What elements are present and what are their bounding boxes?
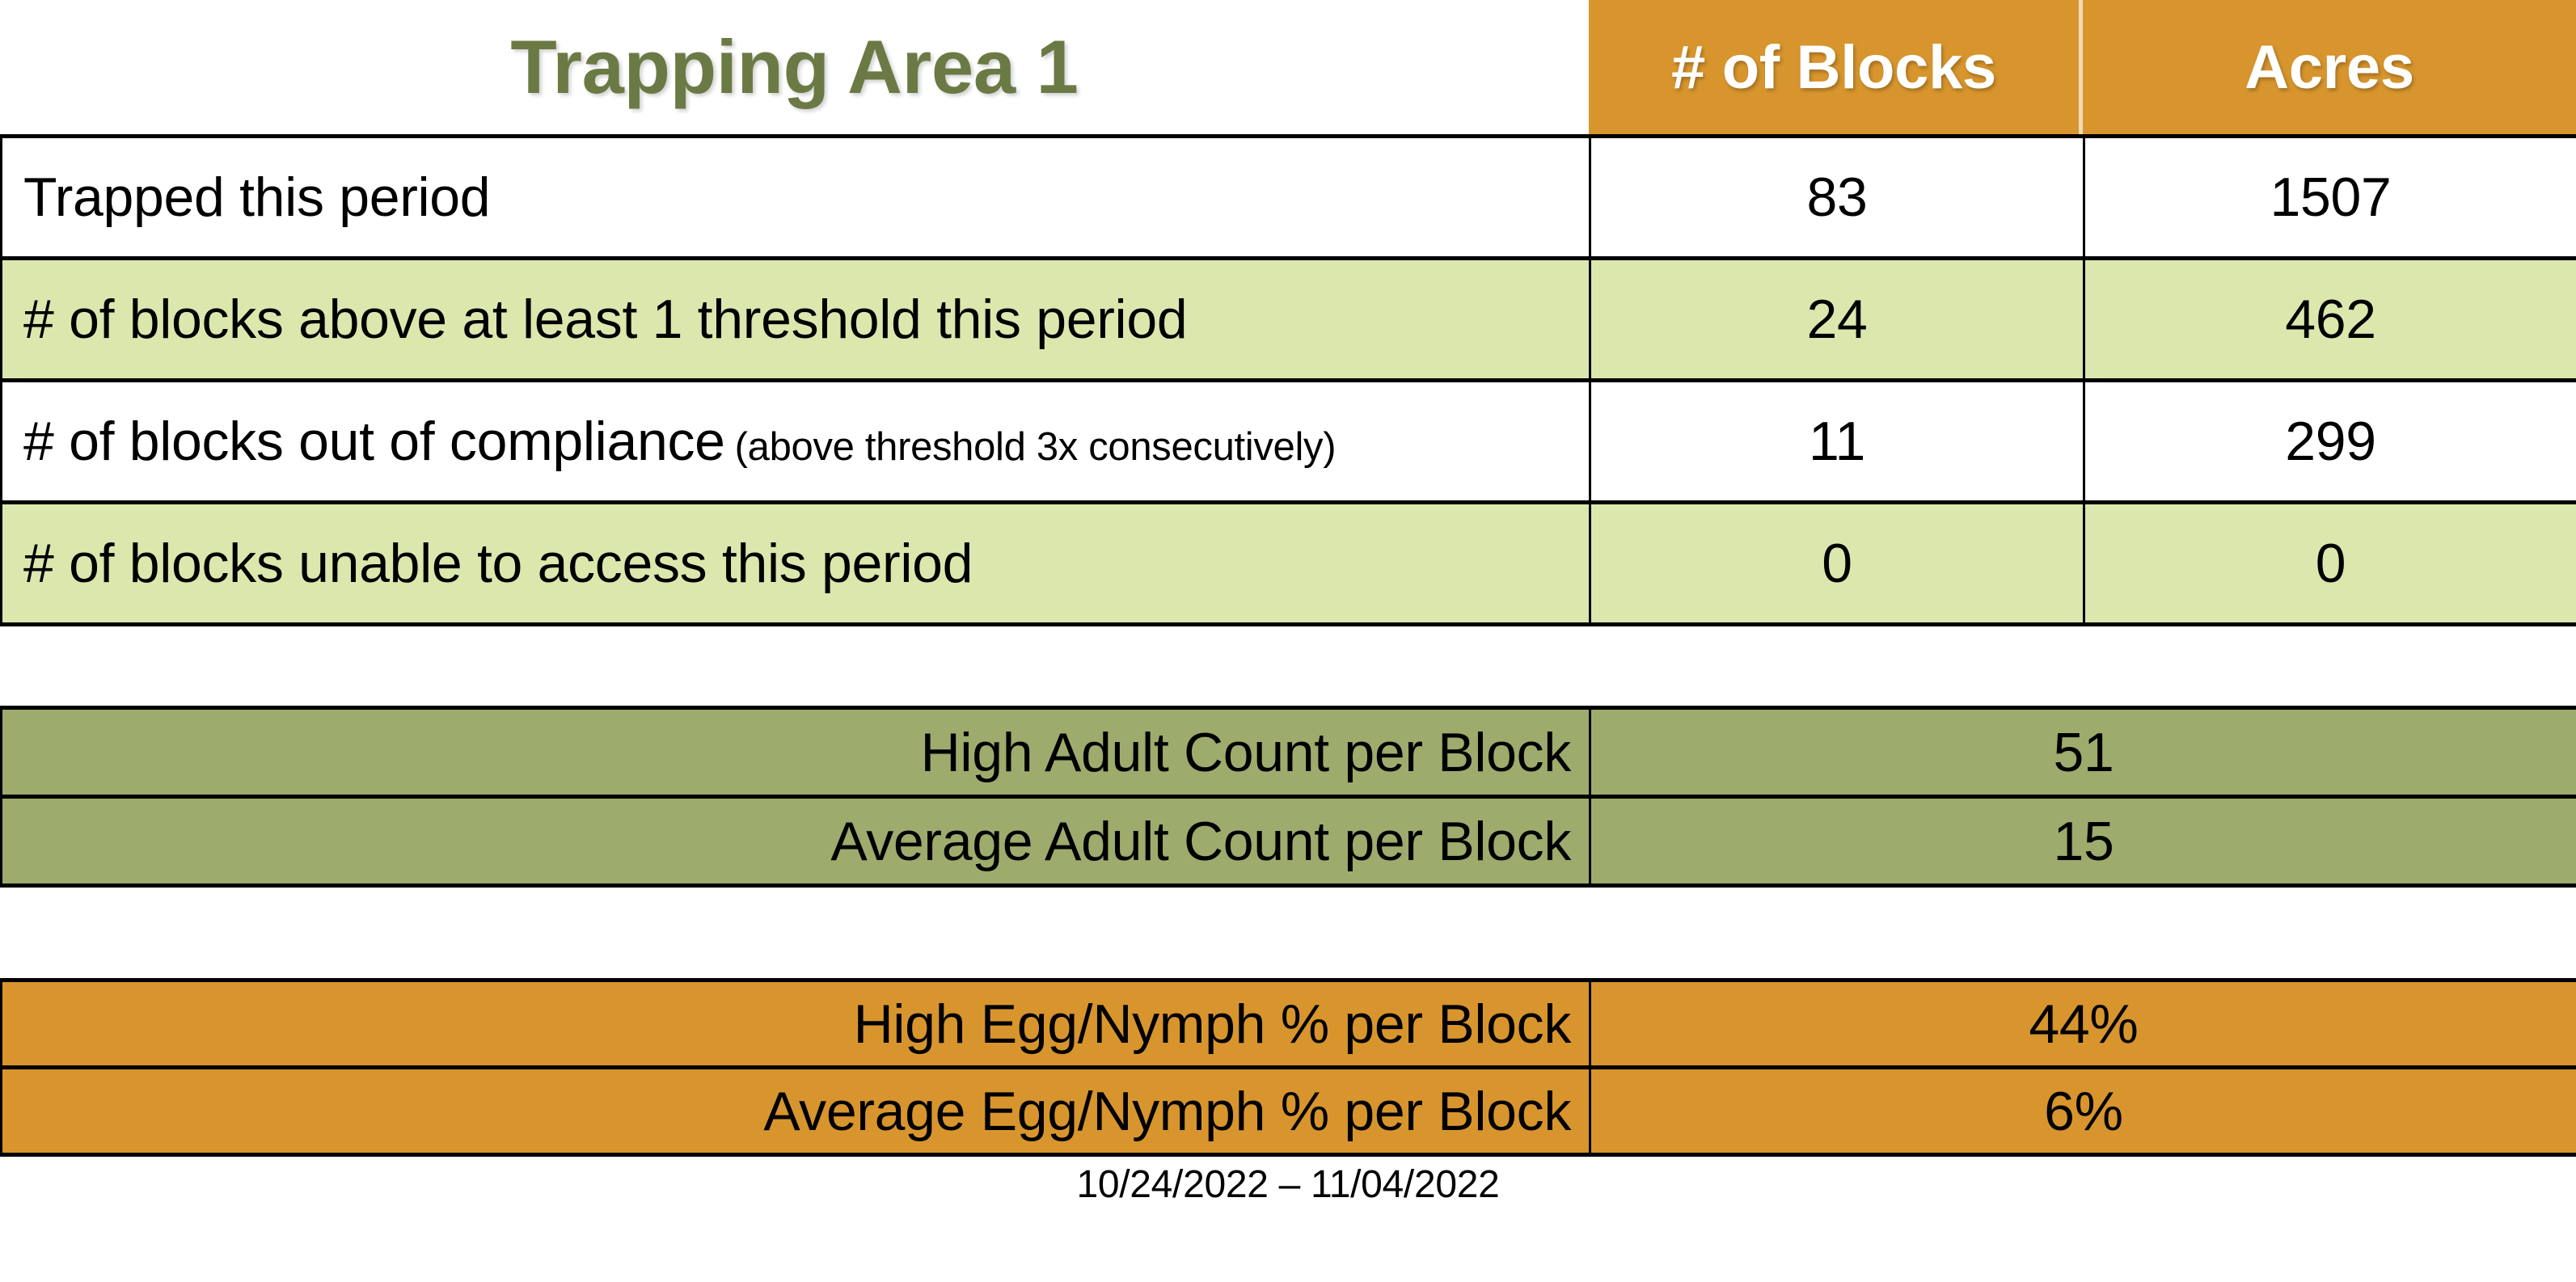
- row-label: # of blocks unable to access this period: [0, 500, 1591, 626]
- column-header-blocks: # of Blocks: [1589, 0, 2083, 134]
- cell-blocks: 83: [1589, 134, 2085, 260]
- table-row: Average Adult Count per Block 15: [0, 795, 2576, 888]
- page-title: Trapping Area 1: [510, 24, 1079, 109]
- row-label: # of blocks out of compliance (above thre…: [0, 378, 1591, 504]
- table-row: # of blocks above at least 1 threshold t…: [0, 256, 2576, 382]
- adult-row-label: Average Adult Count per Block: [0, 795, 1591, 888]
- table-row: Average Egg/Nymph % per Block 6%: [0, 1065, 2576, 1157]
- table-row: High Egg/Nymph % per Block 44%: [0, 978, 2576, 1069]
- row-label-text: # of blocks unable to access this period: [23, 533, 973, 594]
- adult-row-label: High Adult Count per Block: [0, 706, 1591, 799]
- cell-blocks: 11: [1589, 378, 2085, 504]
- egg-row-value: 44%: [1589, 978, 2576, 1069]
- adult-row-value: 15: [1589, 795, 2576, 888]
- row-label: Trapped this period: [0, 134, 1591, 260]
- table-row: High Adult Count per Block 51: [0, 706, 2576, 799]
- row-label-text: # of blocks out of compliance: [23, 411, 725, 472]
- egg-nymph-table: High Egg/Nymph % per Block 44% Average E…: [0, 978, 2576, 1157]
- column-header-acres: Acres: [2083, 0, 2576, 134]
- date-range: 10/24/2022 – 11/04/2022: [1076, 1163, 1500, 1206]
- row-label-text: Trapped this period: [23, 167, 491, 228]
- cell-acres: 1507: [2083, 134, 2576, 260]
- adult-count-table: High Adult Count per Block 51 Average Ad…: [0, 706, 2576, 888]
- table-row: Trapped this period 83 1507: [0, 134, 2576, 260]
- cell-blocks: 24: [1589, 256, 2085, 382]
- table-row: # of blocks unable to access this period…: [0, 500, 2576, 626]
- egg-row-label: High Egg/Nymph % per Block: [0, 978, 1591, 1069]
- egg-row-value: 6%: [1589, 1065, 2576, 1157]
- table-row: # of blocks out of compliance (above thre…: [0, 378, 2576, 504]
- egg-row-label: Average Egg/Nymph % per Block: [0, 1065, 1591, 1157]
- cell-acres: 299: [2083, 378, 2576, 504]
- adult-row-value: 51: [1589, 706, 2576, 799]
- row-label-note: (above threshold 3x consecutively): [734, 425, 1337, 469]
- main-table: Trapped this period 83 1507 # of blocks …: [0, 134, 2576, 626]
- cell-acres: 462: [2083, 256, 2576, 382]
- cell-blocks: 0: [1589, 500, 2085, 626]
- row-label: # of blocks above at least 1 threshold t…: [0, 256, 1591, 382]
- row-label-text: # of blocks above at least 1 threshold t…: [23, 289, 1188, 350]
- cell-acres: 0: [2083, 500, 2576, 626]
